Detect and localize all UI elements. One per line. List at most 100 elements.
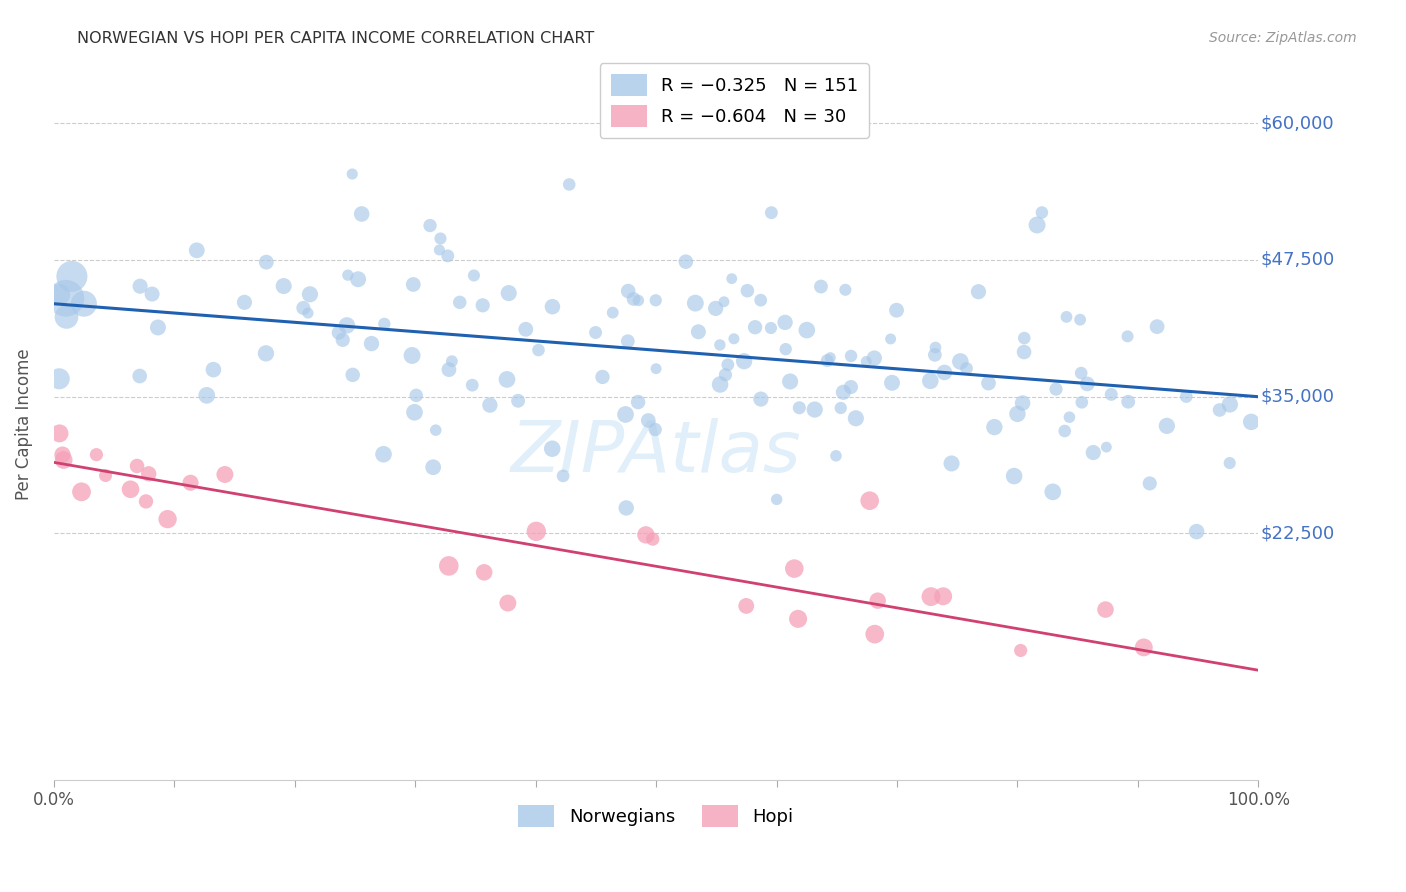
Point <box>924 348 946 362</box>
Point <box>202 362 225 376</box>
Point <box>51 448 73 462</box>
Point <box>773 315 796 329</box>
Point <box>254 255 277 269</box>
Point <box>180 475 202 490</box>
Point <box>592 370 614 384</box>
Point <box>373 447 395 461</box>
Point <box>449 295 471 310</box>
Point <box>924 341 946 355</box>
Point <box>783 561 806 575</box>
Point <box>775 342 797 356</box>
Point <box>527 343 550 357</box>
Point <box>55 291 77 305</box>
Point <box>759 321 782 335</box>
Point <box>437 362 460 376</box>
Point <box>463 268 485 283</box>
Point <box>254 346 277 360</box>
Point <box>602 305 624 319</box>
Point <box>839 349 862 363</box>
Point <box>934 366 956 380</box>
Point <box>735 599 758 613</box>
Point <box>879 332 901 346</box>
Point <box>402 277 425 292</box>
Point <box>233 295 256 310</box>
Point <box>815 353 838 368</box>
Point <box>863 627 886 641</box>
Point <box>866 593 889 607</box>
Text: $60,000: $60,000 <box>1261 114 1334 132</box>
Point <box>138 467 160 481</box>
Point <box>1219 397 1241 411</box>
Point <box>125 458 148 473</box>
Point <box>1208 403 1230 417</box>
Point <box>506 393 529 408</box>
Text: $47,500: $47,500 <box>1261 251 1334 269</box>
Point <box>405 388 427 402</box>
Point <box>273 279 295 293</box>
Point <box>515 322 537 336</box>
Point <box>714 368 737 382</box>
Point <box>627 395 650 409</box>
Point <box>1059 410 1081 425</box>
Point <box>551 469 574 483</box>
Point <box>496 372 519 386</box>
Point <box>634 528 657 542</box>
Point <box>1012 345 1035 359</box>
Text: $22,500: $22,500 <box>1261 524 1334 542</box>
Point <box>156 512 179 526</box>
Point <box>1042 484 1064 499</box>
Point <box>789 401 811 415</box>
Point <box>723 332 745 346</box>
Point <box>342 368 364 382</box>
Point <box>1012 331 1035 345</box>
Point <box>195 388 218 402</box>
Point <box>855 354 877 368</box>
Point <box>332 333 354 347</box>
Point <box>749 392 772 406</box>
Point <box>328 326 350 340</box>
Point <box>839 380 862 394</box>
Point <box>1045 382 1067 396</box>
Point <box>820 351 842 365</box>
Point <box>704 301 727 316</box>
Point <box>1011 396 1033 410</box>
Point <box>1146 319 1168 334</box>
Point <box>733 354 755 368</box>
Point <box>737 284 759 298</box>
Point <box>644 423 666 437</box>
Point <box>765 492 787 507</box>
Point <box>425 423 447 437</box>
Point <box>810 279 832 293</box>
Point <box>709 338 731 352</box>
Point <box>932 589 955 603</box>
Point <box>472 566 495 580</box>
Point <box>541 300 564 314</box>
Point <box>614 500 637 515</box>
Point <box>558 178 581 192</box>
Point <box>1056 310 1078 324</box>
Point <box>55 310 77 324</box>
Point <box>949 354 972 368</box>
Point <box>685 296 707 310</box>
Point <box>496 596 519 610</box>
Point <box>1094 602 1116 616</box>
Point <box>834 283 856 297</box>
Point <box>1185 524 1208 539</box>
Point <box>1133 640 1156 655</box>
Point <box>1116 329 1139 343</box>
Point <box>709 377 731 392</box>
Point <box>1240 415 1263 429</box>
Point <box>977 376 1000 390</box>
Point <box>713 294 735 309</box>
Y-axis label: Per Capita Income: Per Capita Income <box>15 348 32 500</box>
Point <box>70 484 93 499</box>
Point <box>129 279 152 293</box>
Point <box>1156 418 1178 433</box>
Point <box>186 244 208 258</box>
Point <box>360 336 382 351</box>
Point <box>1010 643 1032 657</box>
Point <box>429 243 451 257</box>
Point <box>863 351 886 365</box>
Point <box>1116 394 1139 409</box>
Point <box>350 207 373 221</box>
